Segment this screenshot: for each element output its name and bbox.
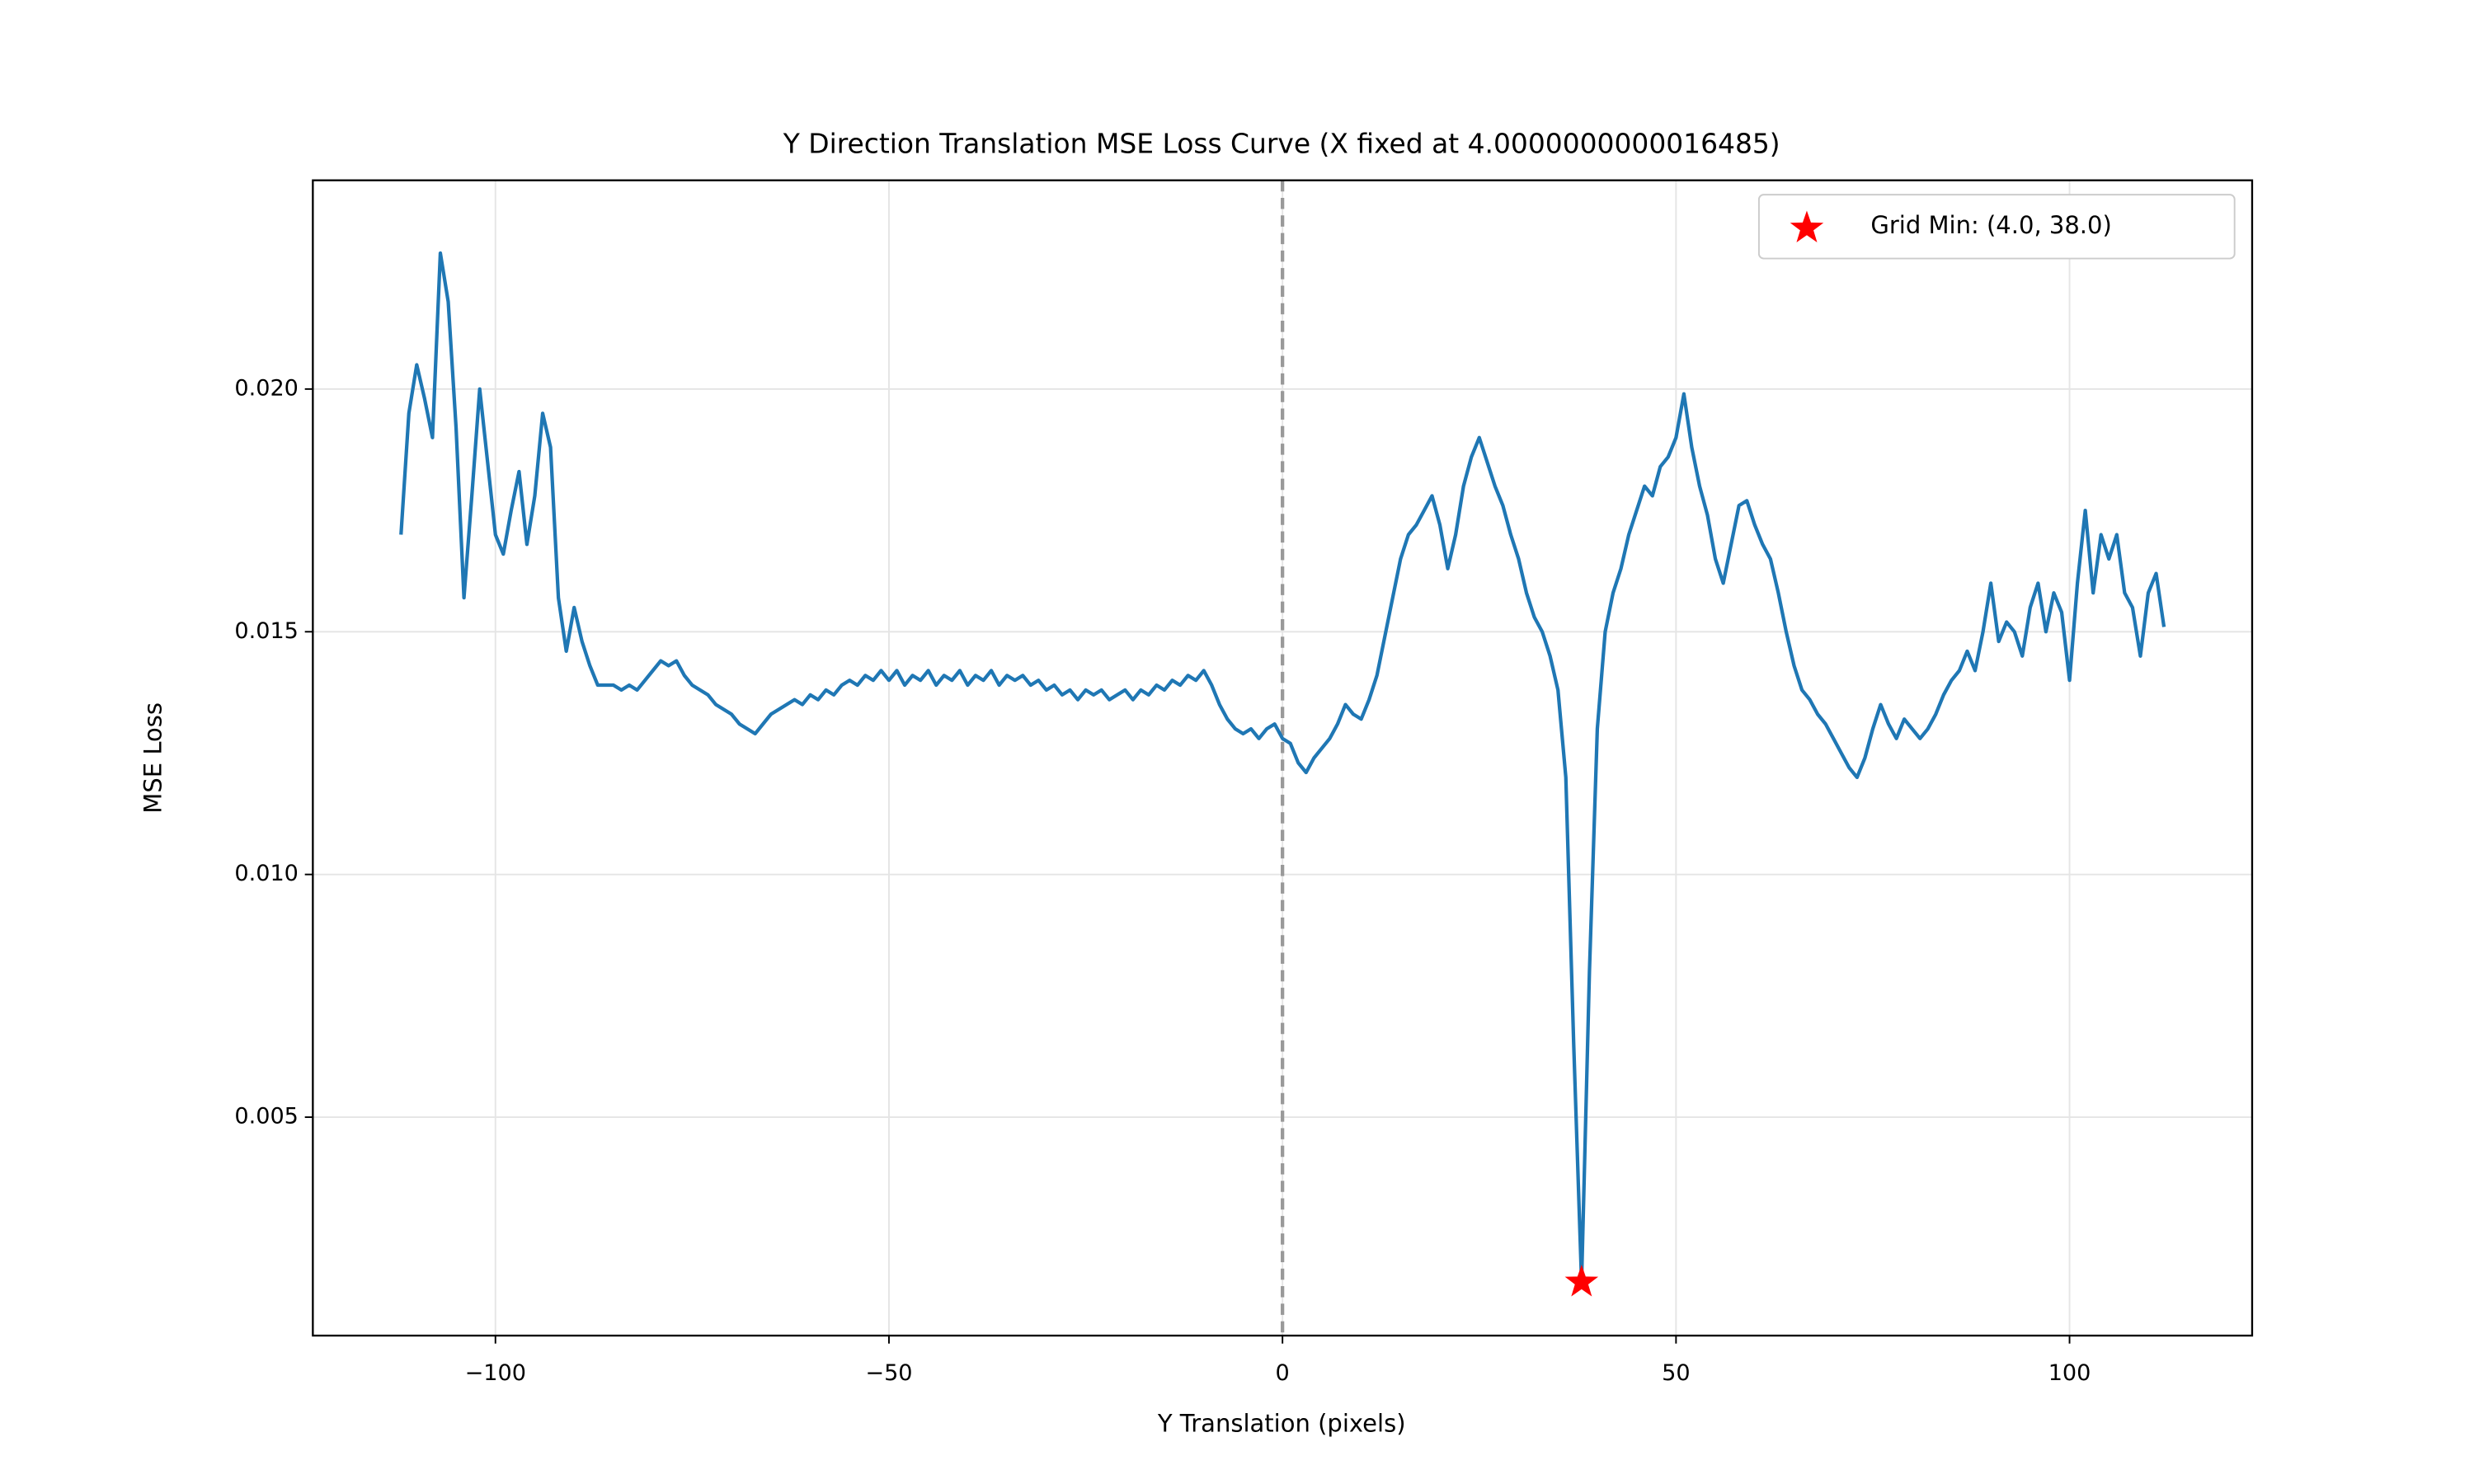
y-axis-label: MSE Loss — [139, 702, 167, 814]
legend-marker — [1790, 210, 1824, 242]
y-tick-label: 0.010 — [234, 861, 299, 886]
chart-title: Y Direction Translation MSE Loss Curve (… — [783, 128, 1780, 160]
x-tick-label: −50 — [865, 1360, 912, 1386]
y-tick-label: 0.005 — [234, 1104, 299, 1129]
min-marker — [1564, 1264, 1599, 1297]
y-tick-label: 0.015 — [234, 618, 299, 644]
plot-frame — [312, 179, 2254, 1337]
loss-line — [399, 251, 2166, 1284]
x-tick-label: 50 — [1662, 1360, 1690, 1386]
y-tick-label: 0.020 — [234, 375, 299, 401]
x-tick-label: 100 — [2048, 1360, 2091, 1386]
x-tick-label: 0 — [1276, 1360, 1290, 1386]
x-axis-label: Y Translation (pixels) — [1157, 1409, 1406, 1437]
x-tick-label: −100 — [465, 1360, 526, 1386]
legend-label: Grid Min: (4.0, 38.0) — [1870, 211, 2111, 239]
legend-box — [1757, 194, 2236, 260]
